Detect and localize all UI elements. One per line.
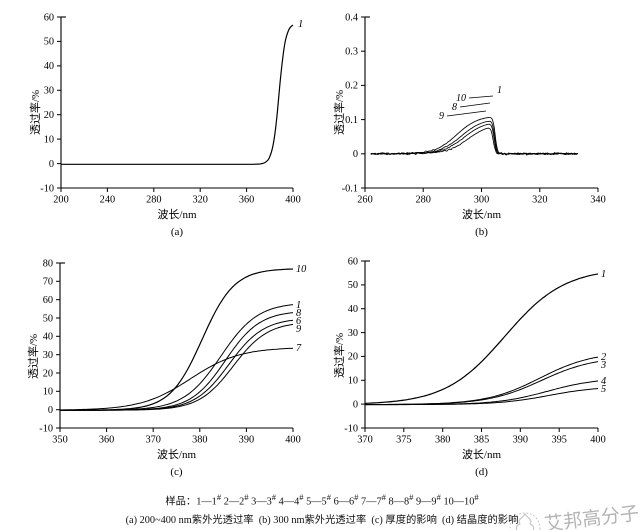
svg-text:20: 20 [348, 352, 358, 363]
svg-text:(b): (b) [475, 226, 488, 238]
svg-text:8: 8 [452, 102, 457, 113]
svg-text:波长/nm: 波长/nm [462, 208, 502, 221]
svg-text:385: 385 [474, 435, 489, 446]
svg-text:0.3: 0.3 [345, 47, 358, 58]
svg-text:-10: -10 [39, 423, 53, 434]
svg-text:-0.1: -0.1 [342, 183, 358, 194]
svg-text:30: 30 [348, 328, 358, 339]
svg-text:40: 40 [348, 304, 358, 315]
svg-text:30: 30 [44, 86, 54, 97]
svg-text:9: 9 [439, 111, 444, 122]
svg-text:1: 1 [298, 19, 303, 30]
svg-text:(a): (a) [171, 226, 184, 238]
svg-text:360: 360 [99, 435, 114, 446]
svg-text:370: 370 [145, 435, 160, 446]
svg-text:(c): (c) [170, 466, 183, 478]
svg-text:(d): (d) [475, 466, 488, 478]
svg-text:0: 0 [353, 399, 358, 410]
svg-text:1: 1 [601, 269, 606, 280]
svg-text:7: 7 [296, 343, 302, 354]
svg-text:10: 10 [296, 264, 307, 275]
svg-text:340: 340 [590, 195, 605, 206]
svg-text:260: 260 [357, 195, 372, 206]
svg-text:40: 40 [43, 332, 53, 343]
svg-text:5: 5 [601, 384, 606, 395]
svg-text:320: 320 [192, 195, 207, 206]
svg-text:400: 400 [590, 435, 605, 446]
svg-text:80: 80 [43, 258, 53, 269]
svg-text:280: 280 [415, 195, 430, 206]
svg-text:60: 60 [43, 295, 53, 306]
svg-text:40: 40 [44, 61, 54, 72]
svg-text:300: 300 [474, 195, 489, 206]
svg-text:400: 400 [285, 195, 300, 206]
svg-text:20: 20 [44, 110, 54, 121]
svg-text:0: 0 [48, 405, 53, 416]
svg-text:-10: -10 [40, 183, 54, 194]
svg-text:0.4: 0.4 [345, 12, 358, 23]
svg-text:波长/nm: 波长/nm [157, 448, 197, 461]
svg-text:390: 390 [513, 435, 528, 446]
svg-text:0: 0 [49, 159, 54, 170]
svg-text:50: 50 [348, 280, 358, 291]
svg-text:240: 240 [100, 195, 115, 206]
svg-text:0: 0 [353, 149, 358, 160]
svg-text:10: 10 [456, 93, 466, 104]
svg-text:9: 9 [296, 324, 301, 335]
svg-text:10: 10 [348, 376, 358, 387]
svg-text:10: 10 [44, 134, 54, 145]
svg-text:70: 70 [43, 277, 53, 288]
svg-text:3: 3 [600, 360, 606, 371]
svg-text:0.2: 0.2 [345, 81, 358, 92]
svg-text:60: 60 [348, 256, 358, 267]
svg-text:1: 1 [497, 85, 502, 96]
svg-text:60: 60 [44, 12, 54, 23]
svg-text:375: 375 [396, 435, 411, 446]
svg-text:200: 200 [53, 195, 68, 206]
svg-text:波长/nm: 波长/nm [462, 448, 502, 461]
svg-text:280: 280 [146, 195, 161, 206]
svg-text:波长/nm: 波长/nm [157, 208, 197, 221]
svg-text:395: 395 [551, 435, 566, 446]
svg-text:320: 320 [532, 195, 547, 206]
svg-text:350: 350 [52, 435, 67, 446]
svg-text:370: 370 [357, 435, 372, 446]
svg-text:0.1: 0.1 [345, 115, 358, 126]
svg-text:380: 380 [435, 435, 450, 446]
svg-text:20: 20 [43, 368, 53, 379]
svg-text:380: 380 [192, 435, 207, 446]
svg-text:390: 390 [239, 435, 254, 446]
svg-text:50: 50 [43, 313, 53, 324]
svg-text:10: 10 [43, 387, 53, 398]
svg-text:400: 400 [285, 435, 300, 446]
svg-text:-10: -10 [344, 423, 358, 434]
svg-text:50: 50 [44, 37, 54, 48]
svg-text:30: 30 [43, 350, 53, 361]
svg-text:360: 360 [239, 195, 254, 206]
